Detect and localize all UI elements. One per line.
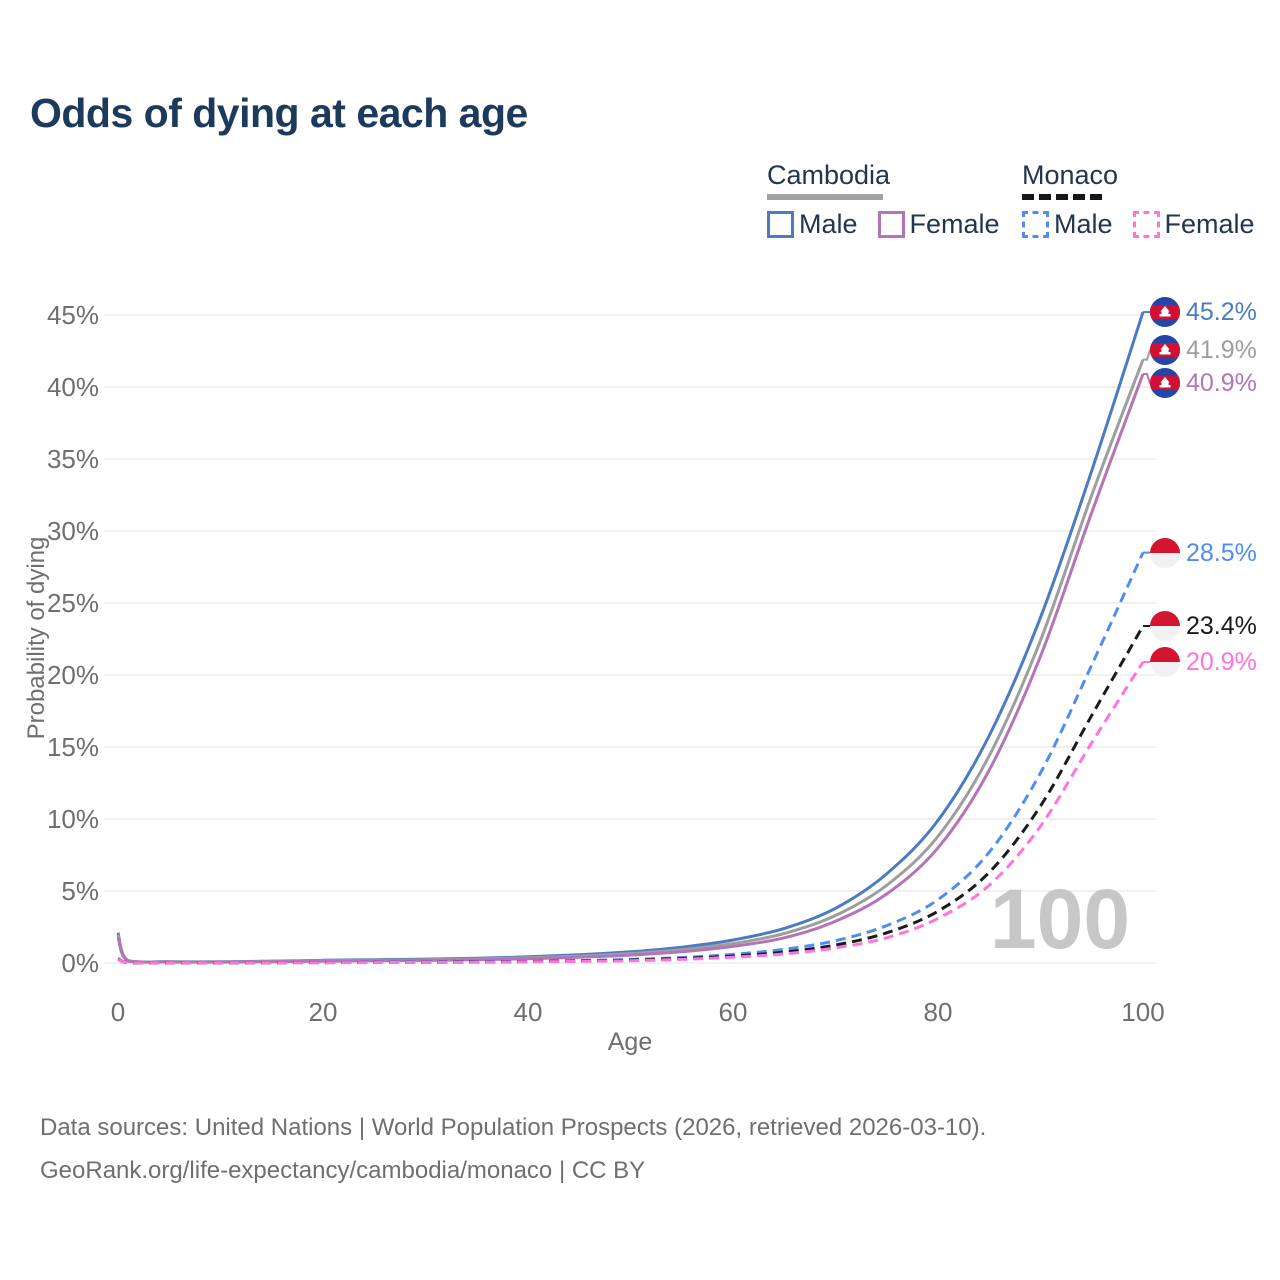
legend-item-cambodia-male[interactable]: Male <box>767 209 858 240</box>
end-label-monaco-female: 20.9% <box>1150 647 1257 677</box>
monaco-female-swatch-icon <box>1132 211 1160 238</box>
end-label-cambodia-both-sexes: 41.9% <box>1150 335 1257 365</box>
y-tick-label: 0% <box>61 948 99 978</box>
series-line-cambodia-male <box>116 311 1145 964</box>
x-axis-title: Age <box>608 1028 652 1056</box>
y-tick-label: 35% <box>47 444 99 474</box>
end-value-label: 28.5% <box>1186 538 1257 567</box>
y-tick-label: 10% <box>47 804 99 834</box>
cambodia-male-swatch-icon <box>767 211 794 238</box>
x-tick-label: 20 <box>309 997 338 1027</box>
monaco-flag-icon <box>1150 538 1180 568</box>
y-tick-label: 5% <box>61 876 99 906</box>
cambodia-flag-icon <box>1150 297 1180 327</box>
legend-item-label: Male <box>1054 209 1113 239</box>
legend-item-monaco-male[interactable]: Male <box>1022 209 1113 240</box>
legend-item-label: Male <box>799 209 858 239</box>
x-tick-label: 0 <box>111 997 125 1027</box>
end-label-monaco-male: 28.5% <box>1150 538 1257 568</box>
end-value-label: 45.2% <box>1186 297 1257 326</box>
y-tick-label: 40% <box>47 372 99 402</box>
end-label-cambodia-male: 45.2% <box>1150 297 1257 327</box>
series-line-monaco-female <box>117 661 1145 965</box>
y-tick-label: 20% <box>47 660 99 690</box>
legend-item-label: Female <box>909 209 1000 239</box>
y-axis-title: Probability of dying <box>23 537 50 740</box>
end-value-label: 41.9% <box>1186 335 1257 364</box>
attribution-line: GeoRank.org/life-expectancy/cambodia/mon… <box>40 1157 646 1184</box>
legend-item-monaco-female[interactable]: Female <box>1132 209 1255 240</box>
end-label-cambodia-female: 40.9% <box>1150 368 1257 398</box>
cambodia-line-style-swatch <box>767 194 883 200</box>
x-tick-label: 100 <box>1121 997 1164 1027</box>
legend-group-cambodia: Cambodia Male Female <box>767 160 1000 240</box>
data-sources-line: Data sources: United Nations | World Pop… <box>40 1114 987 1141</box>
legend-group-monaco: Monaco Male Female <box>1022 160 1255 240</box>
cambodia-flag-icon <box>1150 368 1180 398</box>
age-watermark: 100 <box>990 872 1130 966</box>
end-label-monaco-both-sexes: 23.4% <box>1150 611 1257 641</box>
y-tick-label: 30% <box>47 516 99 546</box>
x-tick-label: 60 <box>719 997 748 1027</box>
y-tick-label: 25% <box>47 588 99 618</box>
end-value-label: 40.9% <box>1186 368 1257 397</box>
end-value-label: 23.4% <box>1186 611 1257 640</box>
page-title: Odds of dying at each age <box>30 90 528 136</box>
y-tick-label: 45% <box>47 300 99 330</box>
monaco-line-style-swatch <box>1022 194 1102 200</box>
monaco-flag-icon <box>1150 611 1180 641</box>
end-value-label: 20.9% <box>1186 647 1257 676</box>
legend-country-cambodia[interactable]: Cambodia <box>767 160 891 190</box>
monaco-flag-icon <box>1150 647 1180 677</box>
y-tick-label: 15% <box>47 732 99 762</box>
x-tick-label: 80 <box>924 997 953 1027</box>
legend-country-monaco[interactable]: Monaco <box>1022 160 1119 190</box>
legend-item-label: Female <box>1164 209 1255 239</box>
cambodia-female-swatch-icon <box>877 211 905 238</box>
monaco-male-swatch-icon <box>1022 211 1049 238</box>
cambodia-flag-icon <box>1150 335 1180 365</box>
x-tick-label: 40 <box>514 997 543 1027</box>
footer: Data sources: United Nations | World Pop… <box>40 1106 986 1192</box>
legend-item-cambodia-female[interactable]: Female <box>877 209 1000 240</box>
